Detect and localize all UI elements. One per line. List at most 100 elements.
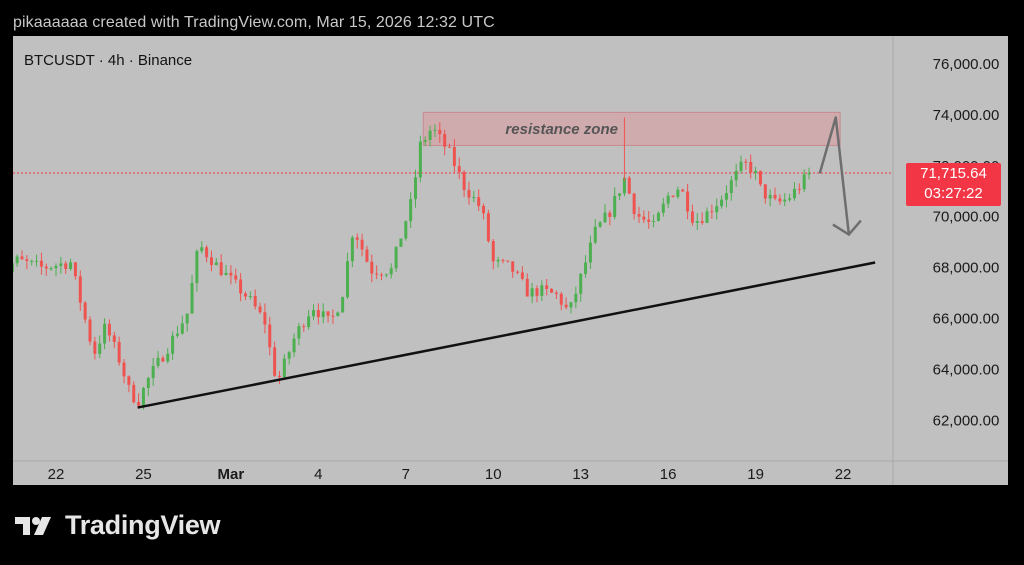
candle — [428, 125, 432, 147]
candle — [554, 290, 558, 300]
candle — [438, 122, 442, 143]
candle — [627, 175, 631, 195]
chart-area[interactable]: resistance zone 62,000.00 64,000.00 66,000… — [13, 36, 1008, 485]
candle — [632, 192, 636, 220]
candle — [331, 309, 335, 324]
candle — [729, 175, 733, 201]
symbol-label: BTCUSDT · 4h · Binance — [24, 52, 193, 69]
candle — [190, 274, 194, 314]
candle — [792, 181, 796, 201]
tradingview-logo-icon — [15, 516, 51, 535]
candle — [146, 376, 150, 397]
candle — [248, 291, 252, 300]
candle — [112, 331, 116, 349]
resistance-zone-label: resistance zone — [505, 121, 618, 138]
candle — [710, 204, 714, 219]
candle — [472, 190, 476, 203]
candle — [287, 350, 291, 365]
candle — [778, 194, 782, 205]
candlestick-chart[interactable]: resistance zone 62,000.00 64,000.00 66,000… — [13, 36, 1008, 485]
candle — [448, 143, 452, 148]
time-tick-label: 19 — [747, 466, 764, 483]
price-tick-label: 76,000.00 — [933, 56, 1000, 73]
candle — [239, 272, 243, 302]
candle — [734, 163, 738, 188]
candle — [584, 255, 588, 278]
candles-layer — [13, 117, 811, 410]
candle — [132, 381, 136, 404]
candle — [540, 280, 544, 302]
candle — [763, 184, 767, 204]
candle — [661, 197, 665, 217]
candle — [686, 184, 690, 220]
candle — [520, 266, 524, 281]
candle — [243, 291, 247, 301]
last-price-value: 71,715.64 — [920, 165, 987, 182]
candle — [418, 135, 422, 183]
candle — [588, 235, 592, 269]
candle — [724, 185, 728, 208]
time-tick-label: 4 — [314, 466, 322, 483]
candle — [720, 195, 724, 209]
candle — [39, 252, 43, 275]
projection-arrow-head — [832, 219, 862, 237]
candle — [25, 255, 29, 270]
candle — [783, 192, 787, 207]
candle — [321, 303, 325, 324]
time-tick-label: 22 — [835, 466, 852, 483]
candle — [98, 335, 102, 358]
candle — [593, 219, 597, 245]
candle — [13, 263, 14, 273]
candle — [550, 288, 554, 294]
candle — [117, 336, 121, 366]
candle — [205, 245, 209, 263]
candle — [253, 289, 257, 310]
price-tick-label: 70,000.00 — [933, 209, 1000, 226]
candle — [467, 181, 471, 205]
candle — [171, 331, 175, 360]
candle — [399, 238, 403, 247]
candle — [768, 189, 772, 207]
candle — [676, 186, 680, 199]
candle — [49, 266, 53, 272]
candle — [83, 301, 87, 324]
tradingview-logo-text: TradingView — [65, 510, 221, 540]
candle — [380, 272, 384, 281]
candle — [277, 370, 281, 384]
projection-arrow-path[interactable] — [818, 116, 851, 235]
candle — [341, 296, 345, 313]
candle — [797, 183, 801, 195]
candle — [618, 193, 622, 201]
support-trendline[interactable] — [137, 261, 876, 409]
candle — [579, 272, 583, 302]
candle — [525, 273, 529, 297]
candle — [486, 209, 490, 243]
candle — [224, 264, 228, 276]
candle — [355, 233, 359, 249]
resistance-zone-box[interactable] — [422, 111, 841, 146]
candle — [535, 285, 539, 303]
resistance-zone: resistance zone — [422, 111, 841, 146]
price-axis: 62,000.00 64,000.00 66,000.00 68,000.00 70,0… — [933, 56, 1000, 429]
candle — [326, 311, 330, 323]
candle — [744, 158, 748, 170]
time-tick-label: 16 — [660, 466, 677, 483]
candle — [700, 212, 704, 225]
candle — [307, 309, 311, 330]
trendline-layer — [137, 261, 876, 409]
candle — [384, 273, 388, 278]
candle — [715, 198, 719, 220]
bar-countdown: 03:27:22 — [924, 185, 983, 202]
candle — [666, 192, 670, 209]
candle — [370, 254, 374, 283]
tradingview-logo[interactable]: TradingView — [15, 510, 221, 541]
candle — [690, 204, 694, 226]
candle — [137, 393, 141, 408]
candle — [389, 263, 393, 279]
candle — [647, 211, 651, 229]
time-tick-label: 25 — [135, 466, 152, 483]
candle — [234, 268, 238, 284]
candle — [423, 136, 427, 147]
candle — [802, 169, 806, 193]
candle — [773, 187, 777, 201]
